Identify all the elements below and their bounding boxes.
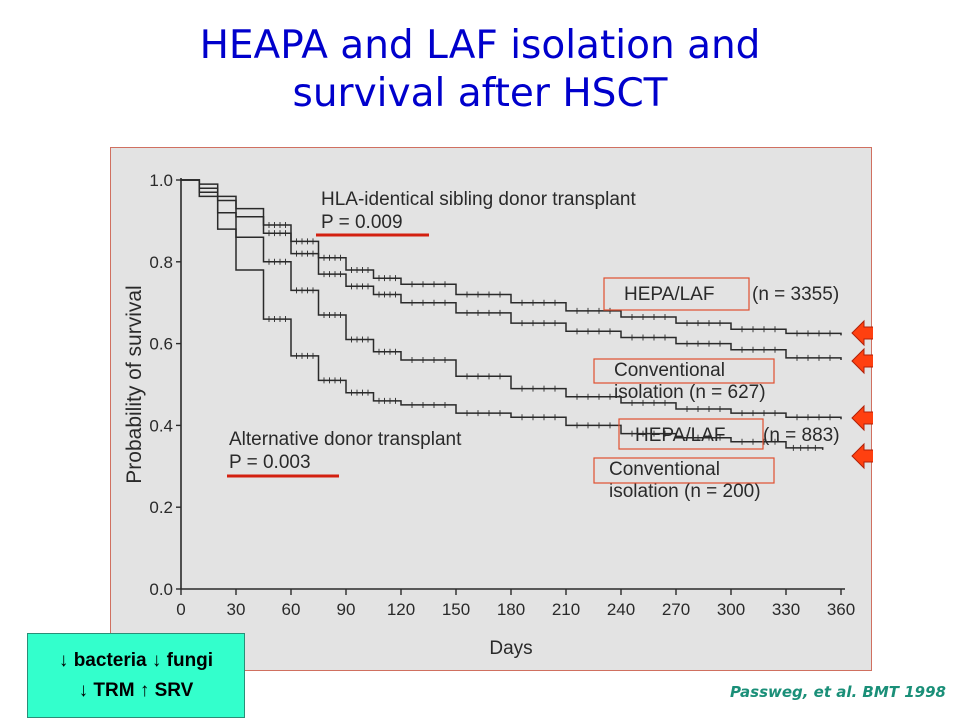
slide-title-line-1: HEAPA and LAF isolation and (199, 23, 761, 68)
curve-label-conv-alt-2: isolation (n = 200) (609, 481, 761, 502)
highlight-box-hepa-alt (618, 418, 764, 450)
x-tick-label: 270 (662, 600, 690, 619)
curve-label-conv-sibling-2: isolation (n = 627) (614, 382, 766, 403)
x-tick-label: 180 (497, 600, 525, 619)
survival-chart: 0.0 0.2 0.4 0.6 0.8 1.0 0 30 60 90 120 150 180 210 240… (123, 171, 873, 659)
survival-figure: 0.0 0.2 0.4 0.6 0.8 1.0 0 30 60 90 120 150 180 210 240… (110, 147, 873, 671)
left-arrow-icon (851, 404, 873, 432)
highlight-box-conv-alt (593, 457, 775, 484)
highlight-box-hepa-sibling (603, 277, 750, 311)
curve-label-hepa-alt: HEPA/LAF (635, 425, 725, 446)
x-tick-label: 30 (227, 600, 246, 619)
x-tick-label: 240 (607, 600, 635, 619)
survival-curve-2 (181, 179, 842, 360)
y-tick-label: 0.0 (149, 580, 173, 599)
y-tick-label: 0.8 (149, 253, 173, 272)
down-arrow-icon: ↓ (78, 680, 89, 701)
x-tick-label: 60 (282, 600, 301, 619)
slide-title: HEAPA and LAF isolation and survival aft… (0, 22, 960, 118)
highlight-box-conv-sibling (593, 358, 775, 384)
effects-callout-box: ↓ bacteria ↓ fungi ↓ TRM ↑ SRV (27, 633, 245, 718)
curve-label-conv-alt: Conventional (609, 459, 720, 480)
group-heading-alternative: Alternative donor transplant (229, 429, 462, 450)
x-tick-label: 0 (176, 600, 185, 619)
x-tick-label: 210 (552, 600, 580, 619)
x-tick-label: 360 (827, 600, 855, 619)
curve-label-conv-sibling: Conventional (614, 360, 725, 381)
x-tick-label: 330 (772, 600, 800, 619)
slide-title-line-2: survival after HSCT (292, 71, 668, 116)
curve-label-hepa-sibling: HEPA/LAF (624, 284, 714, 305)
group-pvalue-alternative: P = 0.003 (229, 452, 311, 473)
survival-curve-4 (181, 179, 824, 450)
group-heading-sibling: HLA-identical sibling donor transplant (321, 189, 636, 210)
left-arrow-icon (851, 442, 873, 470)
x-axis-label: Days (489, 638, 532, 659)
y-tick-label: 1.0 (149, 171, 173, 190)
down-arrow-icon: ↓ (151, 650, 162, 671)
left-arrow-icon (851, 319, 873, 347)
curve-n-hepa-sibling: (n = 3355) (752, 284, 839, 305)
callout-trm: TRM (93, 680, 135, 701)
up-arrow-icon: ↑ (139, 680, 150, 701)
y-tick-label: 0.4 (149, 416, 173, 435)
group-pvalue-sibling: P = 0.009 (321, 212, 403, 233)
left-arrow-icon (851, 347, 873, 375)
y-tick-label: 0.2 (149, 498, 173, 517)
x-tick-label: 120 (387, 600, 415, 619)
x-tick-label: 150 (442, 600, 470, 619)
callout-fungi: fungi (166, 650, 214, 671)
callout-srv: SRV (154, 680, 194, 701)
curve-n-hepa-alt: (n = 883) (763, 425, 840, 446)
callout-bacteria: bacteria (73, 650, 147, 671)
y-axis-label: Probability of survival (123, 285, 146, 483)
x-tick-label: 90 (337, 600, 356, 619)
x-tick-label: 300 (717, 600, 745, 619)
citation: Passweg, et al. BMT 1998 (729, 683, 946, 701)
down-arrow-icon: ↓ (58, 650, 69, 671)
callout-row-1: ↓ bacteria ↓ fungi (28, 646, 244, 676)
callout-row-2: ↓ TRM ↑ SRV (28, 676, 244, 706)
y-tick-label: 0.6 (149, 335, 173, 354)
